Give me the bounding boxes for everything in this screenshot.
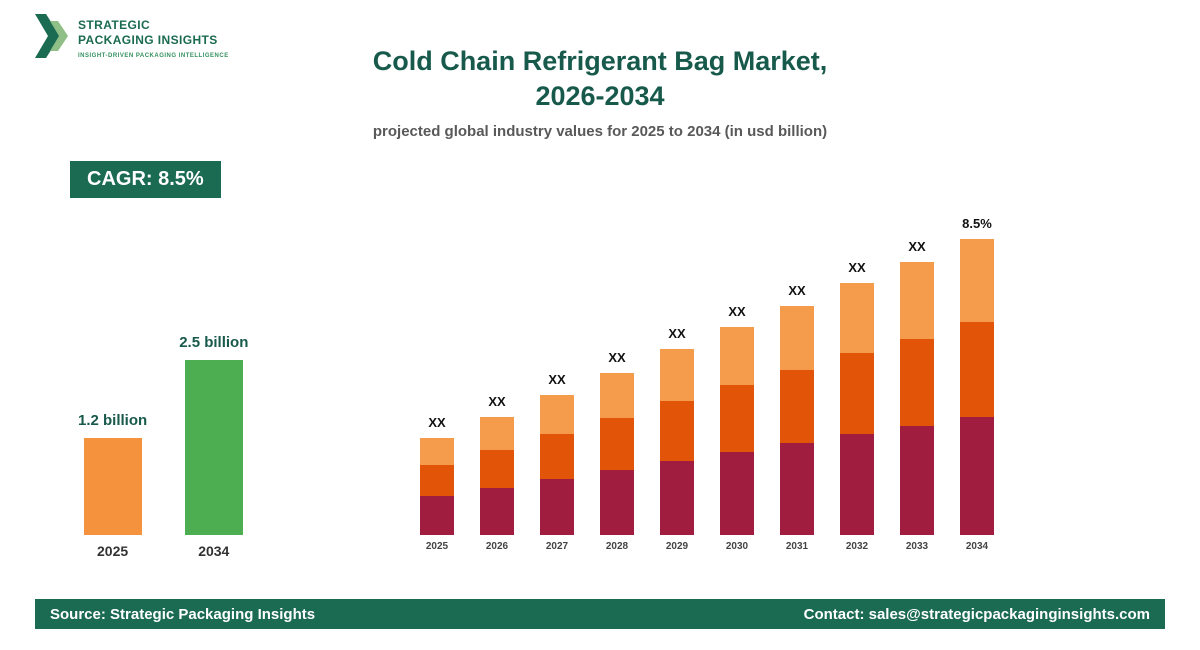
- page-title-line2: 2026-2034: [535, 81, 665, 112]
- middle-segment: [720, 385, 754, 452]
- bar-column: XX 2033: [900, 239, 934, 555]
- bar-column: XX 2027: [540, 372, 574, 555]
- bar-column: XX 2031: [780, 283, 814, 555]
- middle-segment: [420, 465, 454, 496]
- bar-value-label: XX: [848, 260, 866, 275]
- x-axis-label: 2030: [725, 541, 749, 552]
- bottom-segment: [900, 426, 934, 535]
- page-subtitle: projected global industry values for 202…: [372, 123, 828, 141]
- x-axis-label: 2026: [485, 541, 509, 552]
- bottom-segment: [420, 496, 454, 535]
- middle-segment: [480, 450, 514, 488]
- footer-contact: Contact: sales@strategicpackaginginsight…: [803, 605, 1150, 623]
- bar-column: XX 2029: [660, 326, 694, 555]
- top-segment: [780, 306, 814, 370]
- x-axis-label: 2027: [545, 541, 569, 552]
- logo-name-line2: PACKAGING INSIGHTS: [78, 33, 218, 47]
- x-axis-label: 2031: [785, 541, 809, 552]
- bar-value-label: XX: [608, 350, 626, 365]
- mini-bar: [83, 438, 142, 535]
- mini-bar-column: 2.5 billion 2034: [179, 334, 248, 561]
- page-title: Cold Chain Refrigerant Bag Market, 2026-…: [0, 44, 1200, 114]
- top-segment: [660, 349, 694, 401]
- bottom-segment: [660, 461, 694, 535]
- logo-chevron-icon: [35, 14, 68, 58]
- mini-bar: [184, 360, 243, 535]
- bar-column: 8.5% 2034: [960, 216, 994, 555]
- mini-bar-value-label: 2.5 billion: [179, 334, 249, 351]
- middle-segment: [840, 353, 874, 434]
- mini-chart: 1.2 billion 2025 2.5 billion 2034: [78, 334, 248, 561]
- bar-value-label: XX: [488, 394, 506, 409]
- bar-value-label: XX: [668, 326, 686, 341]
- bar-column: XX 2026: [480, 394, 514, 555]
- middle-segment: [660, 401, 694, 461]
- top-segment: [540, 395, 574, 434]
- x-axis-label: 2029: [665, 541, 689, 552]
- bottom-segment: [480, 488, 514, 535]
- bar-value-label: XX: [548, 372, 566, 387]
- middle-segment: [600, 418, 634, 470]
- mini-chart-columns: 1.2 billion 2025 2.5 billion 2034: [78, 334, 248, 561]
- bar-value-label: XX: [788, 283, 806, 298]
- middle-segment: [960, 322, 994, 417]
- logo-text: STRATEGIC PACKAGING INSIGHTS INSIGHT-DRI…: [78, 12, 229, 59]
- middle-segment: [780, 370, 814, 443]
- logo: STRATEGIC PACKAGING INSIGHTS INSIGHT-DRI…: [35, 12, 229, 60]
- logo-name-line1: STRATEGIC: [78, 18, 151, 32]
- bar-column: XX 2030: [720, 304, 754, 555]
- x-axis-label: 2025: [425, 541, 449, 552]
- bar-value-label: XX: [908, 239, 926, 254]
- top-segment: [720, 327, 754, 385]
- bar-value-label: XX: [728, 304, 746, 319]
- x-axis-label: 2033: [905, 541, 929, 552]
- x-axis-label: 2032: [845, 541, 869, 552]
- header: Cold Chain Refrigerant Bag Market, 2026-…: [0, 44, 1200, 140]
- x-axis-label: 2034: [965, 541, 989, 552]
- page-title-line1: Cold Chain Refrigerant Bag Market,: [372, 46, 828, 76]
- bottom-segment: [720, 452, 754, 535]
- bar-column: XX 2025: [420, 415, 454, 555]
- middle-segment: [540, 434, 574, 479]
- mini-bar-year-label: 2025: [97, 543, 129, 559]
- middle-segment: [900, 339, 934, 426]
- logo-tagline: INSIGHT-DRIVEN PACKAGING INTELLIGENCE: [78, 53, 229, 59]
- bar-column: XX 2028: [600, 350, 634, 555]
- footer-bar: Source: Strategic Packaging Insights Con…: [35, 599, 1165, 629]
- bottom-segment: [840, 434, 874, 535]
- top-segment: [960, 239, 994, 322]
- mini-bar-value-label: 1.2 billion: [78, 412, 148, 429]
- top-segment: [600, 373, 634, 418]
- bar-value-label: XX: [428, 415, 446, 430]
- bottom-segment: [960, 417, 994, 535]
- bar-column: XX 2032: [840, 260, 874, 555]
- bar-value-label: 8.5%: [962, 216, 992, 231]
- top-segment: [840, 283, 874, 353]
- bottom-segment: [780, 443, 814, 535]
- top-segment: [420, 438, 454, 465]
- stacked-bar-columns: XX 2025 XX 2026 XX 2027 XX 2028 XX 2029 XX 2030 XX 20…: [420, 216, 994, 555]
- cagr-badge: CAGR: 8.5%: [70, 161, 221, 198]
- bottom-segment: [600, 470, 634, 535]
- stacked-bar-chart: XX 2025 XX 2026 XX 2027 XX 2028 XX 2029 XX 2030 XX 20…: [420, 216, 994, 555]
- mini-bar-year-label: 2034: [198, 543, 230, 559]
- x-axis-label: 2028: [605, 541, 629, 552]
- top-segment: [900, 262, 934, 339]
- mini-bar-column: 1.2 billion 2025: [78, 412, 147, 561]
- footer-source: Source: Strategic Packaging Insights: [50, 605, 316, 623]
- top-segment: [480, 417, 514, 450]
- bottom-segment: [540, 479, 574, 535]
